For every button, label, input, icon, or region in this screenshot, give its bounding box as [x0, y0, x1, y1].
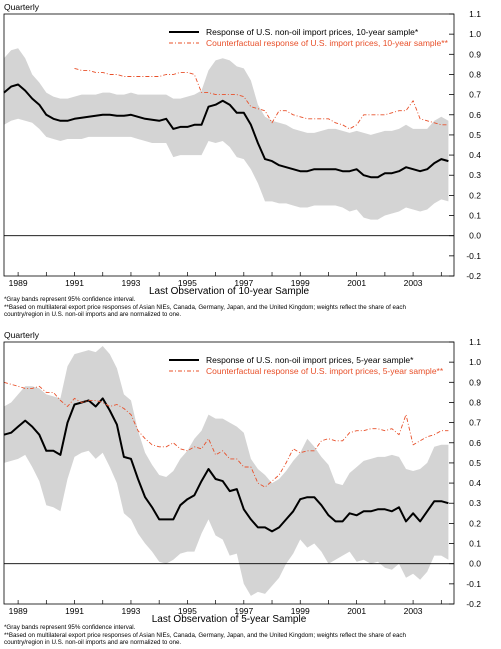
y-tick-label: 0.9 [469, 377, 481, 387]
x-tick-label: 1995 [178, 606, 197, 616]
y-tick-label: 0.8 [469, 397, 481, 407]
legend-label: Response of U.S. non-oil import prices, … [206, 355, 414, 365]
x-tick-label: 1995 [178, 278, 197, 288]
y-tick-label: 0.5 [469, 458, 481, 468]
y-tick-label: 0.3 [469, 170, 481, 180]
y-tick-label: 0.1 [469, 211, 481, 221]
y-tick-label: 0.3 [469, 498, 481, 508]
legend-label: Response of U.S. non-oil import prices, … [206, 27, 419, 37]
x-tick-label: 1989 [9, 278, 28, 288]
y-tick-label: 0.6 [469, 438, 481, 448]
y-tick-label: -0.2 [466, 599, 481, 609]
x-tick-label: 1989 [9, 606, 28, 616]
corner-label: Quarterly [4, 330, 40, 340]
chart2-note-1: *Gray bands represent 95% confidence int… [4, 624, 136, 631]
y-tick-label: 0.9 [469, 49, 481, 59]
series-line-counterfactual [3, 381, 449, 488]
y-tick-label: 0.7 [469, 418, 481, 428]
y-tick-label: 0.2 [469, 518, 481, 528]
y-tick-label: -0.2 [466, 271, 481, 281]
plot-frame [3, 13, 455, 277]
legend-label: Counterfactual response of U.S. import p… [206, 366, 444, 376]
chart-2: 1.1 1.0 0.9 0.8 0.7 0.6 0.5 0.4 0.3 0.2 0.1 0.0 -0.1… [3, 330, 481, 625]
y-tick-label: 1.0 [469, 357, 481, 367]
x-tick-label: 1993 [121, 606, 140, 616]
series-line-counterfactual [74, 67, 449, 130]
x-tick-label: 1991 [65, 606, 84, 616]
chart1-note-2: **Based on multilateral export price res… [4, 303, 406, 311]
x-tick-label: 2001 [347, 278, 366, 288]
legend-label: Counterfactual response of U.S. import p… [206, 38, 449, 48]
y-tick-label: 0.6 [469, 110, 481, 120]
y-tick-label: 0.5 [469, 130, 481, 140]
series-line-actual [3, 83, 449, 179]
y-tick-label: 0.0 [469, 231, 481, 241]
y-tick-label: 0.0 [469, 559, 481, 569]
y-tick-label: 0.7 [469, 90, 481, 100]
x-tick-label: 2003 [404, 606, 423, 616]
confidence-band [4, 346, 449, 596]
x-tick-label: 1999 [291, 606, 310, 616]
x-tick-label: 2001 [347, 606, 366, 616]
chart2-note-2: **Based on multilateral export price res… [4, 631, 406, 639]
y-tick-label: -0.1 [466, 579, 481, 589]
x-tick-label: 1993 [121, 278, 140, 288]
corner-label: Quarterly [4, 2, 40, 12]
chart2-note-3: country/region in U.S. non-oil imports a… [4, 639, 182, 647]
y-tick-label: 0.8 [469, 69, 481, 79]
x-tick-label: 2003 [404, 278, 423, 288]
y-tick-label: 0.1 [469, 539, 481, 549]
chart1-note-3: country/region in U.S. non-oil imports a… [4, 311, 182, 319]
y-tick-label: 0.2 [469, 190, 481, 200]
x-tick-label: 1997 [234, 278, 253, 288]
y-tick-label: 0.4 [469, 478, 481, 488]
chart2-notes: *Gray bands represent 95% confidence int… [4, 624, 464, 647]
x-tick-label: 1997 [234, 606, 253, 616]
y-tick-label: 0.4 [469, 150, 481, 160]
y-tick-label: -0.1 [466, 251, 481, 261]
y-tick-label: 1.0 [469, 29, 481, 39]
x-axis-label: Last Observation of 10-year Sample [149, 286, 310, 297]
x-axis-label: Last Observation of 5-year Sample [152, 614, 307, 625]
x-tick-label: 1999 [291, 278, 310, 288]
plot-frame [3, 341, 455, 605]
x-tick-label: 1991 [65, 278, 84, 288]
chart1-notes: *Gray bands represent 95% confidence int… [4, 296, 464, 319]
confidence-band [4, 48, 449, 220]
y-tick-label: 1.1 [469, 337, 481, 347]
y-tick-label: 1.1 [469, 9, 481, 19]
chart-1: 1.1 1.0 0.9 0.8 0.7 0.6 0.5 0.4 0.3 0.2 0.1 0.0 -0.1… [3, 2, 481, 297]
chart1-note-1: *Gray bands represent 95% confidence int… [4, 296, 136, 303]
series-line-actual [3, 397, 449, 533]
